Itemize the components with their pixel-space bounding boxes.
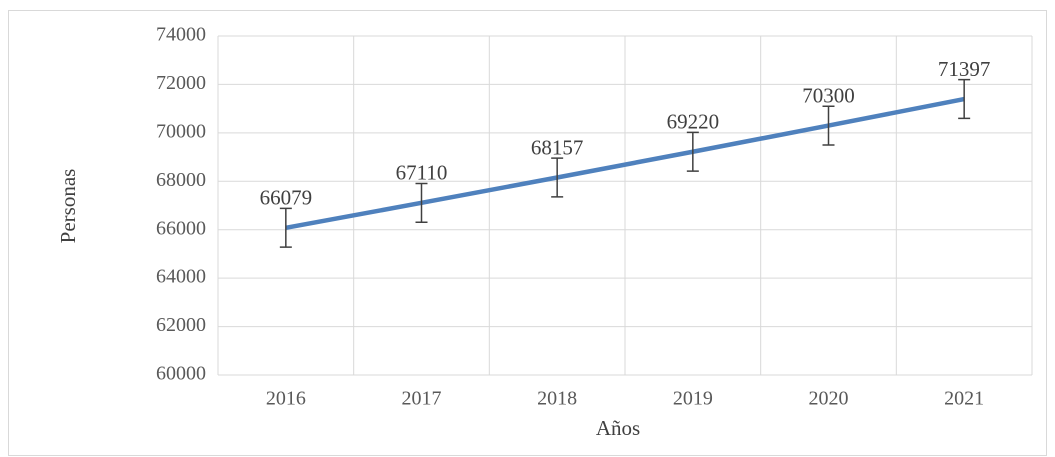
y-tick-label: 72000 [156,72,206,94]
y-tick-label: 68000 [156,169,206,191]
y-tick-label: 70000 [156,120,206,142]
x-tick-label: 2021 [944,388,984,410]
data-label: 68157 [531,135,584,159]
data-label: 67110 [396,161,448,185]
error-bar [551,157,564,198]
data-label: 70300 [802,83,855,107]
x-tick-label: 2016 [266,388,306,410]
error-bar [279,207,292,248]
error-bar [958,78,971,120]
y-tick-label: 62000 [156,314,206,336]
x-tick-label: 2019 [673,388,713,410]
y-tick-label: 60000 [156,363,206,385]
series-line [285,96,965,231]
data-label: 71397 [938,57,991,81]
x-tick-label: 2018 [537,388,577,410]
data-label: 66079 [260,186,313,210]
y-axis-label: Personas [56,169,80,244]
x-tick-label: 2020 [809,388,849,410]
error-bar [686,131,699,172]
y-tick-label: 66000 [156,217,206,239]
error-bar [822,105,835,146]
x-tick-label: 2017 [402,388,442,410]
data-label: 69220 [667,110,720,134]
error-bar [415,182,428,223]
y-tick-label: 74000 [156,24,206,46]
x-axis-label: Años [596,416,640,440]
y-tick-label: 64000 [156,266,206,288]
